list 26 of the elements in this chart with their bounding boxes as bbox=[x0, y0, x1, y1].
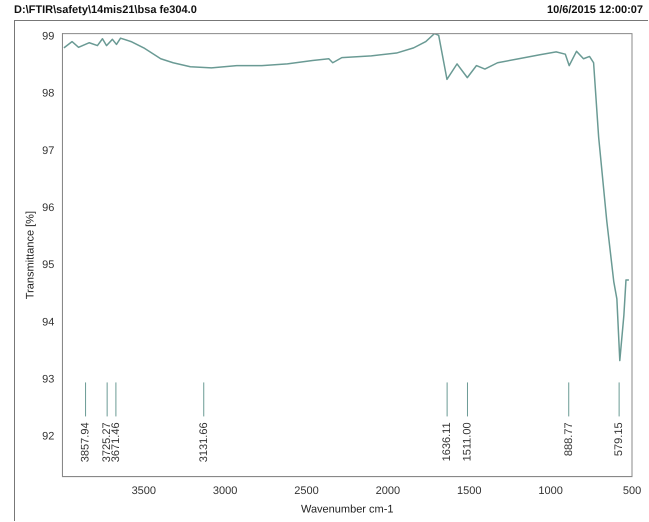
x-tick-label: 2500 bbox=[294, 485, 319, 498]
x-tick-label: 500 bbox=[622, 485, 642, 498]
y-tick-label: 92 bbox=[42, 430, 54, 443]
annotation: 3131.66 bbox=[198, 422, 210, 462]
chart-subtitle: 10/6/2015 12:00:07 bbox=[546, 4, 643, 16]
x-tick-label: 2000 bbox=[376, 485, 400, 498]
y-tick-label: 93 bbox=[42, 373, 54, 386]
y-tick-label: 94 bbox=[42, 316, 54, 328]
annotation: 3671.46 bbox=[110, 422, 122, 462]
y-axis-title: Transmittance [%] bbox=[24, 210, 37, 300]
x-tick-label: 3000 bbox=[212, 485, 238, 498]
y-tick-label: 96 bbox=[42, 202, 54, 214]
y-tick-label: 98 bbox=[42, 88, 54, 100]
y-tick-label: 97 bbox=[42, 144, 54, 157]
annotation: 3857.94 bbox=[80, 422, 92, 462]
chart-title: D:\FTIR\safety\14mis21\bsa fe304.0 bbox=[14, 4, 197, 16]
annotation: 1511.00 bbox=[462, 422, 474, 462]
x-tick-label: 1000 bbox=[538, 485, 563, 498]
annotation: 1636.11 bbox=[441, 422, 454, 462]
annotation: 888.77 bbox=[562, 422, 575, 456]
y-tick-label: 99 bbox=[42, 30, 54, 42]
annotation: 579.15 bbox=[613, 422, 626, 456]
y-tick-label: 95 bbox=[42, 259, 54, 272]
x-axis-title: Wavenumber cm-1 bbox=[300, 503, 394, 516]
x-tick-label: 1500 bbox=[457, 485, 482, 498]
x-tick-label: 3500 bbox=[132, 485, 156, 498]
